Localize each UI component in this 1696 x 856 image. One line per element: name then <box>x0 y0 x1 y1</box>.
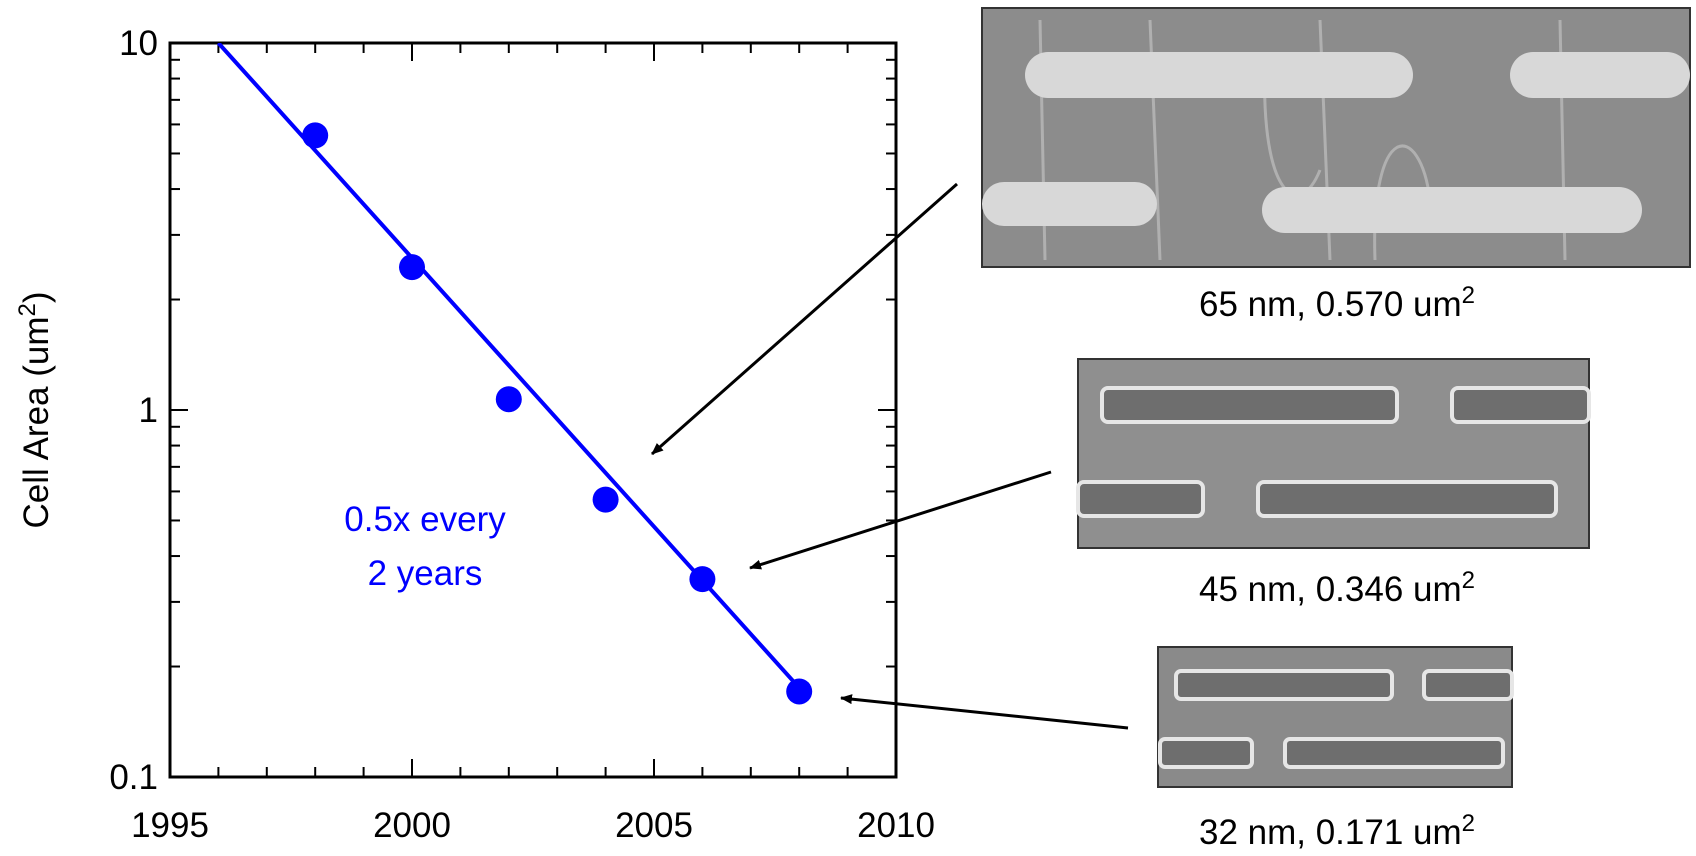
caption-text: 65 nm, 0.570 um <box>1199 285 1462 324</box>
y-tick-label: 10 <box>119 24 158 63</box>
caption-text: 32 nm, 0.171 um <box>1199 813 1462 852</box>
data-point <box>495 386 522 413</box>
caption-65: 65 nm, 0.570 um2 <box>1199 282 1475 325</box>
sem-image-65 <box>981 7 1691 268</box>
caption-sup: 2 <box>1462 810 1475 837</box>
x-tick-label: 2010 <box>857 806 935 845</box>
caption-32: 32 nm, 0.171 um2 <box>1199 810 1475 853</box>
y-label-close: ) <box>17 291 56 303</box>
data-point <box>399 254 425 281</box>
caption-sup: 2 <box>1462 567 1475 594</box>
arrow <box>749 470 1052 570</box>
caption-sup: 2 <box>1462 282 1475 309</box>
data-point <box>302 122 329 149</box>
x-tick-label: 2000 <box>373 806 451 845</box>
sem-image-32 <box>1157 646 1514 788</box>
data-point <box>592 486 619 513</box>
y-label-text: Cell Area (um <box>17 316 56 528</box>
caption-text: 45 nm, 0.346 um <box>1199 570 1462 609</box>
annotation: 2 years <box>368 554 483 593</box>
caption-45: 45 nm, 0.346 um2 <box>1199 567 1475 610</box>
y-label-sup: 2 <box>14 303 41 316</box>
y-axis-label: Cell Area (um2) <box>14 291 57 528</box>
data-point <box>786 678 813 705</box>
x-tick-label: 2005 <box>615 806 693 845</box>
plot-frame <box>168 41 898 779</box>
x-tick-label: 1995 <box>131 806 209 845</box>
y-tick-label: 0.1 <box>109 758 158 797</box>
sem-image-45 <box>1076 358 1591 549</box>
arrow <box>651 182 958 456</box>
annotation: 0.5x every <box>344 500 506 539</box>
data-point <box>689 566 716 593</box>
y-tick-label: 1 <box>139 391 158 430</box>
arrow <box>840 694 1129 730</box>
